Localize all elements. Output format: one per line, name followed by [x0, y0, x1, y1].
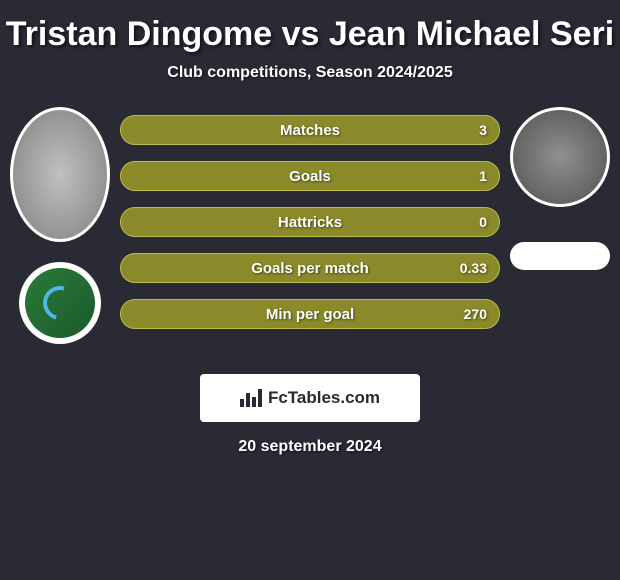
club-left-logo-inner: [25, 268, 95, 338]
player-right-avatar: [510, 107, 610, 207]
club-left-logo: [19, 262, 101, 344]
stat-label: Hattricks: [278, 214, 342, 231]
stat-bar: Goals per match 0.33: [120, 253, 500, 283]
left-player-column: [10, 107, 110, 344]
brand-text: FcTables.com: [268, 388, 380, 408]
main-area: Matches 3 Goals 1 Hattricks 0 Goals per match 0…: [0, 107, 620, 344]
club-swoosh-icon: [37, 280, 83, 326]
stat-value-right: 3: [479, 122, 487, 138]
stat-label: Goals per match: [251, 260, 369, 277]
stat-bar: Goals 1: [120, 161, 500, 191]
footer-date: 20 september 2024: [238, 438, 381, 456]
barchart-icon: [240, 389, 262, 407]
comparison-card: Tristan Dingome vs Jean Michael Seri Clu…: [0, 0, 620, 456]
player-left-avatar: [10, 107, 110, 242]
page-subtitle: Club competitions, Season 2024/2025: [0, 64, 620, 107]
stat-label: Goals: [289, 168, 331, 185]
brand-badge: FcTables.com: [200, 374, 420, 422]
footer: FcTables.com 20 september 2024: [0, 374, 620, 456]
stats-column: Matches 3 Goals 1 Hattricks 0 Goals per match 0…: [120, 107, 500, 329]
right-player-column: [510, 107, 610, 270]
stat-bar: Hattricks 0: [120, 207, 500, 237]
stat-label: Matches: [280, 122, 340, 139]
stat-bar: Matches 3: [120, 115, 500, 145]
stat-value-right: 270: [464, 306, 487, 322]
club-right-logo: [510, 242, 610, 270]
stat-bar: Min per goal 270: [120, 299, 500, 329]
stat-value-right: 0: [479, 214, 487, 230]
stat-value-right: 1: [479, 168, 487, 184]
stat-label: Min per goal: [266, 306, 354, 323]
page-title: Tristan Dingome vs Jean Michael Seri: [0, 0, 620, 64]
stat-value-right: 0.33: [460, 260, 487, 276]
